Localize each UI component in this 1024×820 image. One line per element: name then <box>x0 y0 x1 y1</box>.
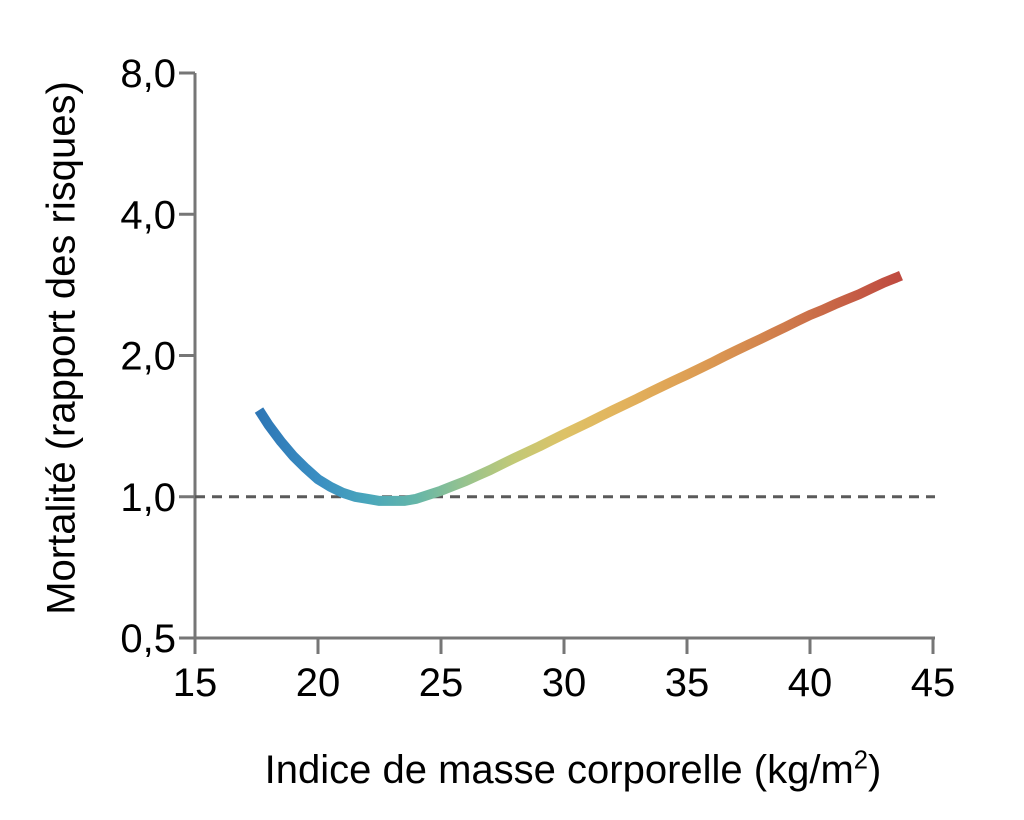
mortality-curve <box>254 271 903 506</box>
y-tick-label: 2,0 <box>120 335 176 379</box>
y-tick-label: 8,0 <box>120 52 176 96</box>
y-tick-label: 1,0 <box>120 476 176 520</box>
y-axis-title: Mortalité (rapport des risques) <box>39 81 84 615</box>
y-tick-label: 0,5 <box>120 617 176 661</box>
x-axis-title-close: ) <box>868 748 882 792</box>
x-axis-title-superscript: 2 <box>853 746 869 775</box>
x-tick-label: 45 <box>911 661 956 705</box>
x-tick-label: 40 <box>788 661 833 705</box>
y-tick-label: 4,0 <box>120 193 176 237</box>
x-tick-label: 25 <box>419 661 464 705</box>
x-axis-title-text: Indice de masse corporelle (kg/m <box>264 748 854 792</box>
x-tick-label: 30 <box>542 661 587 705</box>
x-tick-label: 20 <box>296 661 341 705</box>
x-tick-label: 15 <box>173 661 218 705</box>
x-tick-label: 35 <box>665 661 710 705</box>
x-axis-title: Indice de masse corporelle (kg/m2) <box>265 748 882 793</box>
